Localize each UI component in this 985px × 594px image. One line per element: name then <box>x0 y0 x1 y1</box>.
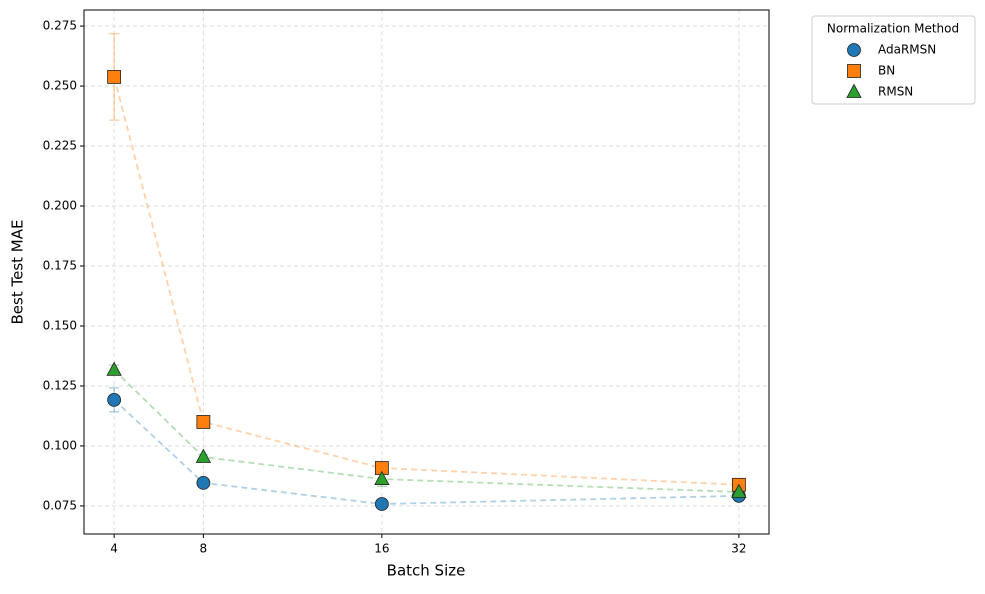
y-tick-label: 0.075 <box>43 498 77 512</box>
y-tick-label: 0.200 <box>43 199 77 213</box>
legend-label: RMSN <box>878 85 913 99</box>
legend-marker <box>846 83 862 98</box>
legend-label: BN <box>878 64 895 78</box>
x-tick-label: 8 <box>200 542 208 556</box>
plot-frame <box>83 9 770 535</box>
series-line <box>113 399 739 505</box>
y-tick-label: 0.150 <box>43 318 77 332</box>
point <box>106 361 122 376</box>
point <box>374 497 389 511</box>
x-tick-label: 4 <box>110 542 118 556</box>
point <box>107 70 122 84</box>
y-tick-label: 0.175 <box>43 259 77 273</box>
point <box>195 448 212 463</box>
y-tick-label: 0.225 <box>43 139 77 153</box>
y-tick-label: 0.275 <box>43 19 77 33</box>
y-tick-label: 0.100 <box>43 438 77 452</box>
legend-box <box>811 15 976 105</box>
point <box>107 392 122 407</box>
y-tick-label: 0.250 <box>43 79 77 93</box>
legend-title: Normalization Method <box>827 22 959 36</box>
x-tick-label: 32 <box>731 542 746 556</box>
legend-marker <box>847 64 861 78</box>
point <box>196 475 211 490</box>
x-axis-label: Batch Size <box>387 562 466 580</box>
legend-marker <box>847 43 861 57</box>
legend-label: AdaRMSN <box>878 43 936 57</box>
x-tick-label: 16 <box>374 542 389 556</box>
point <box>374 470 390 485</box>
point <box>731 483 747 498</box>
point <box>196 415 211 429</box>
y-axis-label: Best Test MAE <box>9 220 27 325</box>
y-tick-label: 0.125 <box>43 378 77 392</box>
series-line <box>113 369 739 493</box>
